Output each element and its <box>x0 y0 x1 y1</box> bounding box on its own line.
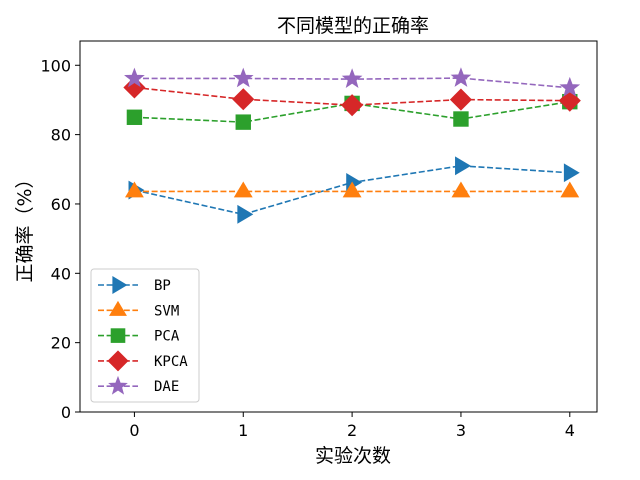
legend-label-pca: PCA <box>154 329 180 345</box>
y-tick-label: 40 <box>51 264 71 283</box>
data-point-kpca <box>341 94 364 117</box>
x-tick-label: 4 <box>565 421 575 440</box>
data-point-pca <box>453 111 469 127</box>
legend-label-bp: BP <box>154 278 171 294</box>
plot-area <box>79 40 598 413</box>
series-dae <box>124 67 581 97</box>
data-point-bp <box>563 163 580 183</box>
data-point-svm <box>451 181 471 198</box>
legend-item-svm: SVM <box>98 300 179 319</box>
legend-marker-svm <box>109 300 127 316</box>
y-tick-label: 0 <box>61 403 71 422</box>
data-point-dae <box>559 76 581 97</box>
x-tick-label: 3 <box>456 421 466 440</box>
legend-marker-kpca <box>107 350 129 372</box>
data-point-dae <box>232 67 254 88</box>
legend-label-kpca: KPCA <box>154 354 188 370</box>
data-point-svm <box>124 181 144 198</box>
data-point-kpca <box>232 88 255 111</box>
x-tick-label: 2 <box>347 421 357 440</box>
data-point-dae <box>450 67 472 87</box>
legend-item-kpca: KPCA <box>98 350 188 372</box>
legend-marker-pca <box>110 328 126 343</box>
legend-item-bp: BP <box>98 276 171 294</box>
data-point-bp <box>455 156 471 176</box>
data-point-dae <box>124 67 145 88</box>
legend-label-dae: DAE <box>154 379 179 395</box>
chart-title: 不同模型的正确率 <box>277 15 429 37</box>
data-point-dae <box>341 68 363 88</box>
legend: BP SVM PCA KPCA DAE <box>90 268 200 403</box>
data-point-pca <box>235 114 251 130</box>
y-tick-label: 60 <box>51 195 71 214</box>
data-point-svm <box>233 181 253 198</box>
y-tick-label: 20 <box>51 334 71 353</box>
data-point-kpca <box>123 76 146 99</box>
legend-label-svm: SVM <box>154 303 179 319</box>
x-tick-label: 1 <box>238 421 248 440</box>
x-axis-label: 实验次数 <box>315 445 391 467</box>
legend-marker-bp <box>112 276 128 294</box>
series-layer <box>123 67 581 224</box>
data-point-svm <box>342 181 362 198</box>
legend-item-pca: PCA <box>98 328 180 345</box>
legend-item-dae: DAE <box>98 375 179 395</box>
y-axis-label: 正确率（%） <box>14 169 36 282</box>
data-point-svm <box>560 181 580 198</box>
data-point-pca <box>126 109 143 125</box>
y-tick-label: 100 <box>40 56 71 75</box>
data-point-bp <box>237 204 254 224</box>
legend-marker-dae <box>108 375 128 395</box>
x-tick-label: 0 <box>129 421 139 440</box>
series-svm <box>124 181 580 198</box>
data-point-kpca <box>449 88 473 111</box>
y-tick-label: 80 <box>51 126 71 145</box>
